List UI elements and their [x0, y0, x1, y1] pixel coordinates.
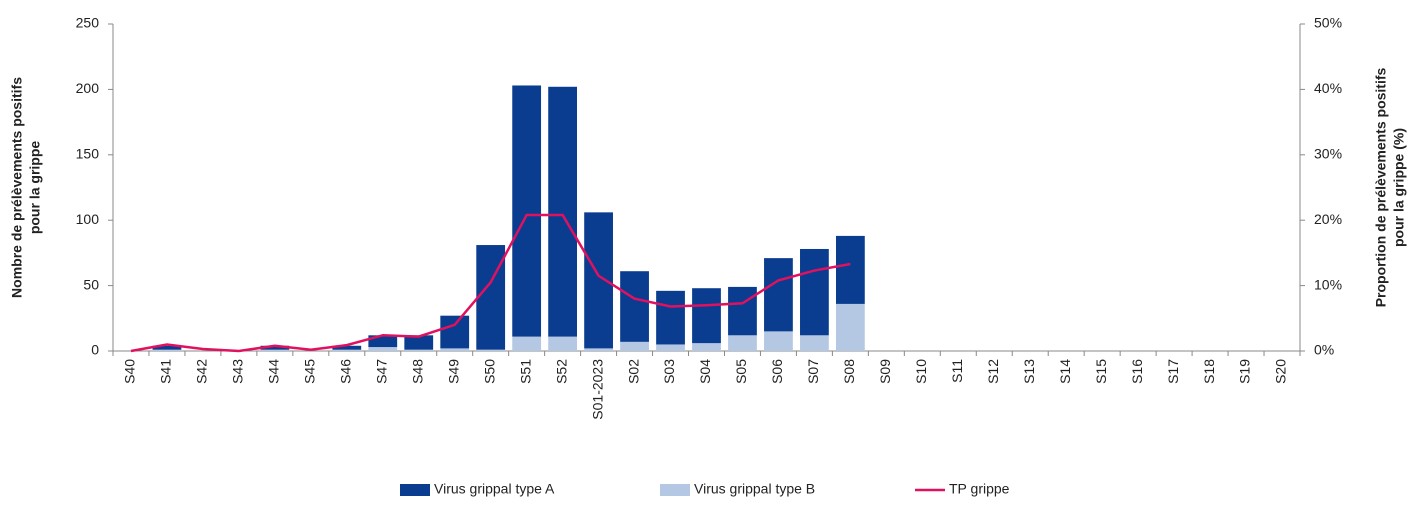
legend-swatch — [660, 484, 690, 496]
y-tick-label: 100 — [76, 211, 100, 227]
bar — [692, 288, 721, 344]
x-tick-label: S16 — [1129, 359, 1145, 384]
bar — [440, 315, 470, 349]
line — [130, 213, 851, 353]
x-tick-label: S14 — [1057, 359, 1073, 384]
x-tick-label: S09 — [877, 359, 893, 384]
x-tick-label: S41 — [158, 359, 174, 384]
y-axis-title: pour la grippe — [27, 141, 43, 235]
bar — [620, 271, 649, 342]
x-tick-label: S15 — [1093, 359, 1109, 384]
x-tick-label: S43 — [230, 359, 246, 384]
y-tick-label: 0 — [91, 342, 99, 358]
y-axis-title: Nombre de prélèvements positifs — [9, 77, 25, 298]
legend-swatch — [400, 484, 430, 496]
bar — [512, 85, 542, 337]
bar — [835, 235, 865, 304]
x-tick-label: S51 — [517, 359, 533, 384]
x-tick-label: S44 — [266, 359, 282, 384]
bar — [152, 349, 182, 351]
bar — [548, 86, 578, 337]
bar — [404, 335, 434, 350]
bar — [728, 335, 757, 351]
y2-tick-label: 20% — [1314, 211, 1342, 227]
bar — [620, 341, 649, 351]
x-tick-label: S11 — [949, 359, 965, 383]
y2-tick-label: 50% — [1314, 15, 1342, 31]
y2-tick-label: 0% — [1314, 342, 1334, 358]
y2-tick-label: 40% — [1314, 80, 1342, 96]
x-tick-label: S18 — [1201, 359, 1217, 384]
bar — [152, 345, 182, 350]
y2-tick-label: 30% — [1314, 146, 1342, 162]
bar — [368, 347, 398, 351]
x-tick-label: S49 — [445, 359, 461, 384]
bar — [476, 349, 506, 351]
legend-label: TP grippe — [949, 481, 1010, 497]
bar — [584, 348, 613, 351]
bar — [332, 345, 362, 350]
x-tick-label: S10 — [913, 359, 929, 384]
x-tick-label: S08 — [841, 359, 857, 384]
bar — [368, 335, 398, 348]
x-tick-label: S47 — [373, 359, 389, 384]
bar — [728, 286, 757, 336]
x-tick-label: S42 — [194, 359, 210, 384]
bar — [800, 335, 829, 351]
bar — [835, 303, 865, 351]
bar — [692, 343, 721, 351]
x-tick-label: S20 — [1273, 359, 1289, 384]
x-tick-label: S06 — [769, 359, 785, 384]
y-tick-label: 150 — [76, 146, 100, 162]
x-tick-label: S52 — [553, 359, 569, 384]
x-tick-label: S19 — [1237, 359, 1253, 384]
legend-label: Virus grippal type B — [694, 481, 815, 497]
x-tick-label: S17 — [1165, 359, 1181, 384]
x-tick-label: S07 — [805, 359, 821, 384]
bar — [440, 348, 470, 351]
bar — [656, 290, 685, 345]
bar — [332, 349, 362, 351]
bar — [404, 349, 434, 351]
bar — [548, 336, 578, 351]
bar — [512, 336, 542, 351]
y2-tick-label: 10% — [1314, 276, 1342, 292]
y2-axis-title: pour la grippe (%) — [1391, 128, 1407, 247]
x-tick-label: S03 — [661, 359, 677, 384]
x-tick-label: S48 — [409, 359, 425, 384]
bar — [800, 248, 829, 336]
x-tick-label: S45 — [302, 359, 318, 384]
x-tick-label: S02 — [625, 359, 641, 384]
x-tick-label: S01-2023 — [589, 359, 605, 420]
bar — [584, 212, 613, 349]
x-tick-label: S46 — [338, 359, 354, 384]
bar — [476, 245, 506, 350]
x-tick-label: S50 — [481, 359, 497, 384]
x-tick-label: S13 — [1021, 359, 1037, 384]
bar — [764, 331, 793, 351]
bar — [656, 344, 685, 351]
x-tick-label: S05 — [733, 359, 749, 384]
bar — [764, 258, 793, 332]
x-tick-label: S40 — [122, 359, 138, 384]
y-tick-label: 200 — [76, 80, 100, 96]
y-tick-label: 250 — [76, 15, 100, 31]
x-tick-label: S12 — [985, 359, 1001, 384]
y2-axis-title: Proportion de prélèvements positifs — [1373, 67, 1389, 307]
x-tick-label: S04 — [697, 359, 713, 384]
bar — [260, 345, 290, 350]
y-tick-label: 50 — [83, 276, 99, 292]
legend-label: Virus grippal type A — [434, 481, 555, 497]
bar — [260, 349, 290, 351]
